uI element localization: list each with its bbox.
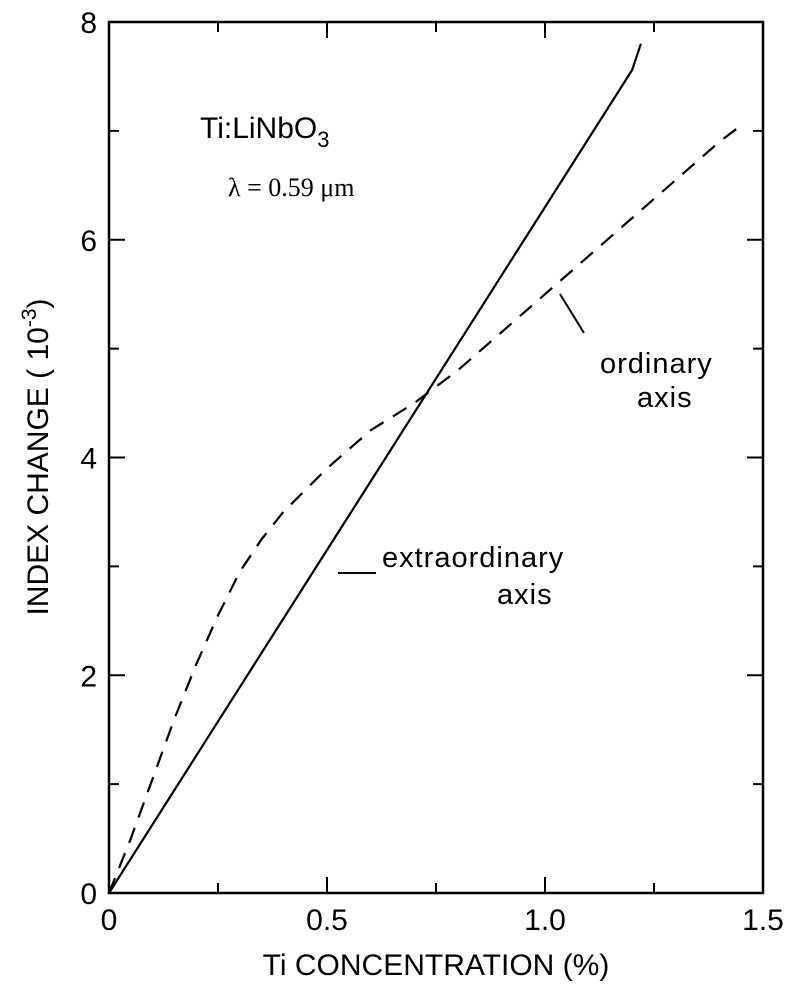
ordinary-axis-pointer xyxy=(559,293,585,334)
ordinary-axis-label-line1: ordinary xyxy=(600,348,713,380)
plot-frame xyxy=(107,20,765,895)
chart-title-subscript: 3 xyxy=(317,127,329,152)
x-tick-label: 1.5 xyxy=(742,904,784,937)
y-tick-label: 6 xyxy=(80,225,97,258)
chart-title: Ti:LiNbO3 xyxy=(200,112,330,152)
extraordinary-axis-line xyxy=(108,43,642,894)
wavelength-label: λ = 0.59 μm xyxy=(228,173,354,202)
y-tick-label: 0 xyxy=(80,878,97,911)
y-axis-label-exponent: -3 xyxy=(18,308,41,327)
y-tick-label: 2 xyxy=(80,660,97,693)
extraordinary-axis-annotation: extraordinary axis xyxy=(338,542,564,611)
y-axis-label-close: ) xyxy=(22,298,55,308)
extraordinary-axis-label-line2: axis xyxy=(497,579,553,611)
ordinary-axis-line xyxy=(107,124,742,894)
x-tick-label: 0 xyxy=(101,904,118,937)
axis-ticks xyxy=(109,22,763,893)
y-axis-label: INDEX CHANGE ( 10-3) xyxy=(18,298,55,615)
ordinary-axis-label-line2: axis xyxy=(637,382,693,414)
ordinary-axis-annotation: ordinary axis xyxy=(559,293,713,414)
y-tick-label: 4 xyxy=(80,443,97,476)
x-tick-label: 0.5 xyxy=(306,904,348,937)
series-layer xyxy=(107,43,742,894)
extraordinary-axis-label-line1: extraordinary xyxy=(382,542,564,574)
y-tick-label: 8 xyxy=(80,7,97,40)
x-tick-label: 1.0 xyxy=(524,904,566,937)
x-axis-label: Ti CONCENTRATION (%) xyxy=(263,949,610,982)
axis-tick-labels: 0 0.5 1.0 1.5 0 2 4 6 8 xyxy=(80,7,784,937)
